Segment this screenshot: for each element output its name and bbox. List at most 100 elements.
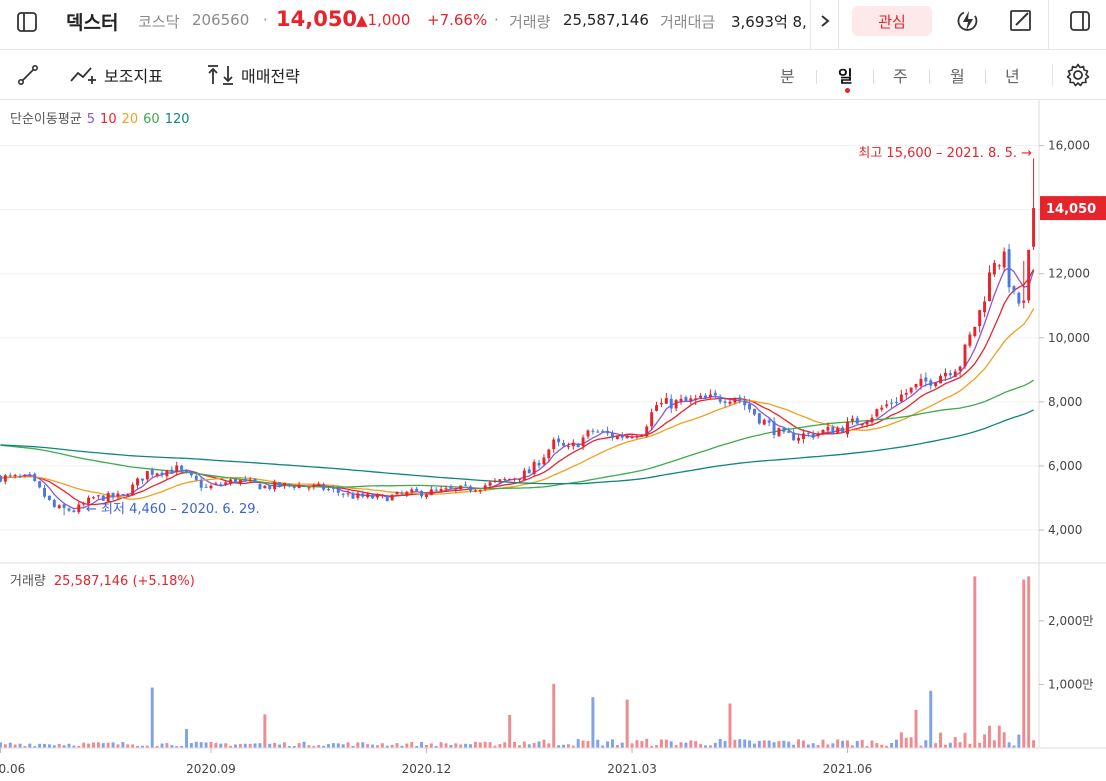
stock-code: 206560: [192, 11, 250, 29]
volume-bar: [752, 743, 756, 748]
volume-bar: [904, 737, 908, 748]
candle: [924, 377, 928, 382]
candle: [762, 419, 766, 425]
candle: [635, 436, 639, 438]
candle: [185, 470, 188, 473]
candle: [52, 499, 56, 508]
indicator-button[interactable]: 보조지표: [104, 67, 163, 86]
candle: [160, 472, 164, 475]
volume-bar: [454, 743, 458, 748]
candle: [121, 494, 125, 496]
candle: [562, 442, 565, 446]
line-draw-icon[interactable]: [14, 61, 42, 89]
volume-bar: [400, 745, 404, 748]
candle: [669, 398, 673, 409]
candle: [410, 489, 414, 492]
volume-bar: [375, 745, 379, 748]
candle: [459, 485, 463, 490]
volume-bar: [650, 745, 654, 748]
period-minute[interactable]: 분: [780, 67, 795, 86]
volume-bar: [704, 745, 707, 748]
volume-bar: [302, 741, 306, 748]
ma-legend-10: 10: [100, 112, 117, 127]
volume-bar: [846, 740, 849, 748]
separator-dot-2: ·: [494, 11, 499, 29]
candle: [194, 475, 198, 480]
candle: [263, 485, 267, 489]
candle: [165, 470, 169, 477]
strategy-button[interactable]: 매매전략: [241, 67, 300, 86]
volume-bar: [909, 737, 913, 748]
volume-bar: [175, 746, 179, 748]
ma-legend-20: 20: [122, 112, 139, 127]
volume-bar: [214, 742, 218, 748]
period-divider: [985, 70, 986, 84]
candle: [625, 435, 629, 439]
volume-bar: [258, 743, 262, 748]
volume-bar: [1002, 732, 1006, 748]
candle: [826, 426, 830, 431]
lightning-icon[interactable]: [954, 7, 982, 35]
candle: [939, 375, 942, 384]
candle: [503, 479, 507, 481]
sidebar-toggle-icon[interactable]: [14, 9, 40, 35]
period-day[interactable]: 일: [838, 67, 853, 86]
candle: [894, 401, 898, 403]
price-chart[interactable]: 16,00014,00012,00010,0008,0006,0004,0001…: [0, 100, 1106, 781]
price-change: ▲1,000: [356, 11, 411, 29]
watchlist-button[interactable]: 관심: [852, 6, 932, 36]
strategy-icon[interactable]: [205, 61, 237, 89]
candle: [664, 398, 668, 404]
volume-bar: [880, 744, 884, 748]
volume-bar: [57, 743, 61, 748]
period-week[interactable]: 주: [893, 67, 908, 86]
candle: [126, 495, 130, 497]
candle: [537, 462, 541, 466]
ma-line-60: [0, 379, 1034, 490]
candle: [292, 486, 296, 488]
price-tick-label: 8,000: [1048, 395, 1082, 409]
volume-bar: [390, 744, 394, 748]
period-month[interactable]: 월: [950, 67, 965, 86]
candle: [640, 435, 644, 437]
volume-bar: [297, 743, 301, 748]
candle: [258, 483, 262, 490]
candle: [973, 326, 977, 337]
volume-bar: [1012, 745, 1016, 748]
volume-bar: [875, 743, 879, 748]
gear-icon[interactable]: [1064, 61, 1092, 89]
volume-tick-label: 1,000만: [1048, 677, 1093, 691]
volume-bar: [826, 744, 830, 748]
candle: [542, 457, 546, 465]
volume-bar: [562, 744, 565, 748]
edit-icon[interactable]: [1007, 7, 1035, 35]
candle: [513, 478, 517, 480]
candle: [782, 428, 786, 432]
volume-bar: [1032, 740, 1036, 748]
low-annotation: ← 최저 4,460 – 2020. 6. 29.: [86, 502, 260, 517]
volume-bar: [968, 743, 972, 748]
chevron-right-icon[interactable]: [814, 10, 836, 32]
volume-bar: [679, 742, 683, 748]
panel-icon[interactable]: [1067, 8, 1093, 34]
volume-bar: [405, 743, 409, 748]
period-year[interactable]: 년: [1005, 67, 1020, 86]
candle: [743, 400, 747, 406]
volume-bar: [708, 745, 712, 748]
candle: [464, 484, 468, 486]
volume-bar: [899, 732, 903, 748]
current-price: 14,050: [276, 7, 358, 31]
volume-bar: [934, 743, 938, 748]
candle: [650, 412, 654, 427]
volume-bar: [478, 742, 482, 748]
volume-bar: [322, 745, 326, 748]
candle: [361, 493, 365, 497]
candle: [72, 510, 76, 512]
candle: [997, 265, 1001, 267]
volume-bar: [615, 745, 619, 748]
volume-bar: [224, 743, 228, 748]
candle: [33, 473, 37, 481]
indicator-icon[interactable]: [68, 61, 98, 89]
volume-bar: [914, 709, 918, 748]
volume-bar: [180, 745, 184, 748]
